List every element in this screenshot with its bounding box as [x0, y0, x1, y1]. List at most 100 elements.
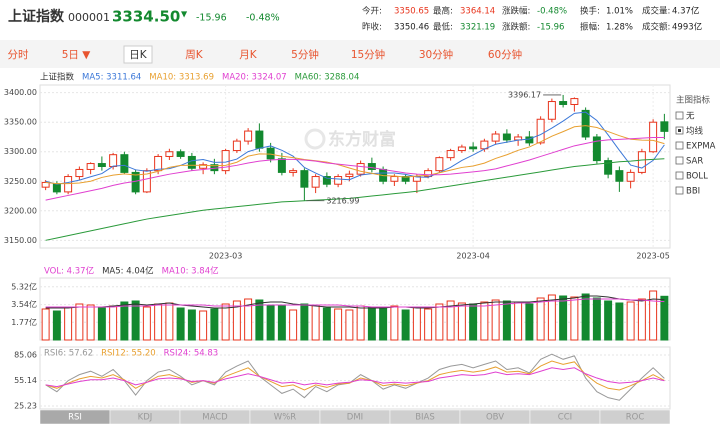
indicator-tab[interactable]: RSI: [68, 413, 82, 423]
candle-body: [390, 176, 399, 182]
candle-body: [615, 170, 624, 182]
checkbox[interactable]: [675, 111, 684, 120]
indicator-tab[interactable]: ROC: [626, 413, 645, 423]
candle-body: [649, 121, 658, 153]
volume-bar: [367, 306, 376, 341]
volume-bar: [176, 307, 185, 341]
indicator-tab[interactable]: DMI: [347, 413, 363, 423]
indicator-tab[interactable]: OBV: [486, 413, 504, 423]
candle-body: [266, 147, 275, 160]
candle-body: [435, 157, 444, 172]
side-panel-title: 主图指标: [676, 95, 711, 106]
volume-bar: [660, 295, 669, 341]
y-tick-label: 25.23: [14, 401, 37, 410]
candle-body: [626, 171, 635, 182]
volume-bar: [390, 305, 399, 341]
candle-body: [334, 176, 343, 185]
tab-bar: [0, 40, 720, 68]
tab[interactable]: 5分钟: [291, 48, 319, 61]
quote-label: 换手:: [580, 6, 600, 17]
candle-body: [232, 140, 241, 152]
checkbox[interactable]: [675, 171, 684, 180]
candle-body: [446, 150, 455, 159]
candle-body: [165, 151, 174, 157]
line: [45, 125, 665, 185]
side-item[interactable]: BOLL: [686, 172, 708, 182]
candle-body: [199, 164, 208, 169]
indicator-tab-bg[interactable]: [599, 409, 671, 424]
candle-body: [581, 109, 590, 138]
volume-bar: [626, 301, 635, 341]
indicator-tab[interactable]: MACD: [202, 413, 228, 423]
indicator-tab[interactable]: BIAS: [415, 413, 435, 423]
quote-label: 成交量:: [642, 6, 670, 17]
candle-body: [637, 151, 646, 173]
quote-value: 3321.19: [460, 23, 495, 33]
legend-entry: MA5: 3311.64: [82, 73, 141, 83]
side-item[interactable]: 无: [686, 112, 695, 122]
line: [45, 367, 665, 388]
line: [45, 298, 665, 308]
tab[interactable]: 分时: [8, 49, 29, 61]
candle-body: [469, 146, 478, 150]
side-item[interactable]: BBI: [686, 187, 700, 197]
tab[interactable]: 月K: [239, 49, 257, 61]
checkbox[interactable]: [675, 186, 684, 195]
quote-value: 4.37亿: [672, 6, 699, 17]
price-arrow: ▼: [181, 10, 188, 19]
volume-bar: [75, 303, 84, 341]
side-item[interactable]: EXPMA: [686, 142, 716, 152]
side-item[interactable]: SAR: [686, 157, 703, 167]
quote-value: 3350.46: [394, 23, 429, 33]
watermark-logo: [304, 128, 326, 150]
volume-bar: [289, 309, 298, 341]
quote-value: 4993亿: [672, 22, 702, 33]
volume-bar: [266, 304, 275, 341]
candle-body: [176, 151, 185, 157]
candle-body: [52, 183, 61, 193]
legend-entry: RSI12: 55.20: [101, 349, 156, 359]
tab[interactable]: 60分钟: [488, 48, 522, 61]
indicator-tab[interactable]: KDJ: [138, 413, 153, 423]
volume-bar: [570, 296, 579, 341]
tab[interactable]: 日K: [129, 49, 147, 61]
volume-bar: [109, 305, 118, 341]
volume-bar: [525, 303, 534, 341]
candle-body: [142, 170, 151, 193]
volume-bar: [469, 303, 478, 341]
checkbox[interactable]: [675, 141, 684, 150]
tab[interactable]: 周K: [185, 49, 203, 61]
y-tick-label: 3300.00: [4, 147, 37, 156]
stock-code: 000001: [68, 11, 110, 24]
quote-label: 最低:: [433, 22, 453, 33]
candle-body: [401, 176, 410, 182]
volume-bar: [311, 304, 320, 341]
tab[interactable]: 5日 ▼: [62, 49, 92, 61]
candle-body: [41, 181, 50, 188]
volume-bar: [401, 309, 410, 341]
candle-body: [525, 136, 534, 144]
x-tick-label: 2023-04: [456, 252, 489, 261]
candle-body: [570, 98, 579, 105]
indicator-tab[interactable]: CCI: [558, 413, 572, 423]
volume-bar: [199, 310, 208, 341]
legend-entry: RSI6: 57.62: [44, 349, 93, 359]
candle-body: [592, 136, 601, 162]
volume-bar: [187, 309, 196, 341]
candle-body: [86, 163, 95, 170]
candle-body: [64, 176, 73, 193]
line: [45, 158, 665, 241]
quote-label: 最高:: [433, 6, 453, 17]
candle-body: [255, 130, 264, 149]
volume-bar: [604, 300, 613, 341]
tab[interactable]: 30分钟: [419, 48, 453, 61]
y-tick-label: 85.06: [14, 350, 37, 359]
chart-area: [0, 68, 720, 424]
candle-body: [547, 101, 556, 120]
tab[interactable]: 15分钟: [351, 48, 385, 61]
tab-active-bg: [123, 45, 153, 64]
side-item[interactable]: 均线: [686, 126, 704, 137]
candle-body: [345, 173, 354, 178]
indicator-tab[interactable]: W%R: [274, 413, 296, 423]
checkbox[interactable]: [675, 156, 684, 165]
